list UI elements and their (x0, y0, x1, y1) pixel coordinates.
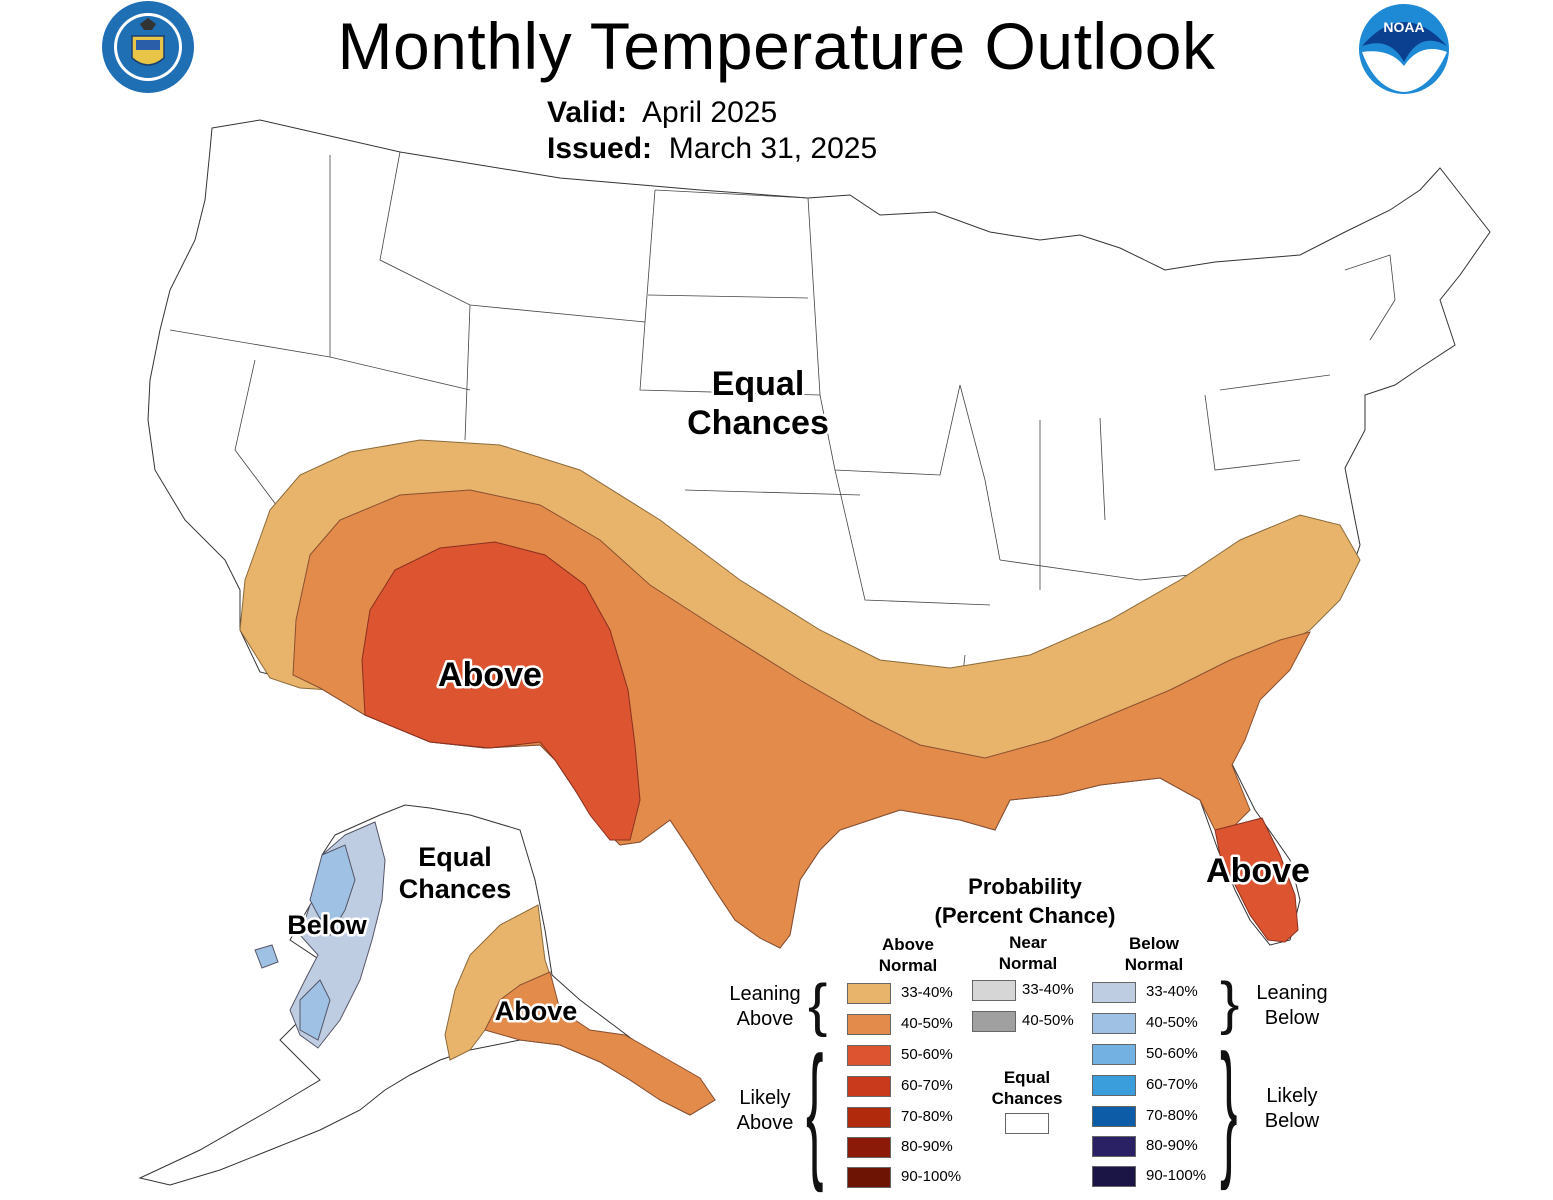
alaska-island (254, 944, 279, 969)
leaning-below-line1: Leaning (1256, 982, 1328, 1004)
legend-swatch-below-90-100 (1092, 1166, 1136, 1187)
alaska-chances-label: Chances (399, 874, 512, 904)
legend-swatch-equal-chances (1005, 1113, 1049, 1134)
alaska-below-40-50-region-2 (299, 979, 331, 1041)
department-of-commerce-seal-icon (102, 1, 194, 93)
above-header-line2: Normal (878, 956, 938, 975)
issued-label: Issued: (547, 132, 653, 165)
legend-swatch-above-70-80 (847, 1107, 891, 1128)
legend-label-above-50-60: 50-60% (901, 1046, 953, 1063)
legend-swatch-above-50-60 (847, 1045, 891, 1066)
legend-label-below-33-40: 33-40% (1146, 983, 1198, 1000)
legend-swatch-above-40-50 (847, 1014, 891, 1035)
above-50-60-southwest-region (361, 541, 641, 841)
legend-swatch-near-33-40 (972, 980, 1016, 1001)
alaska-below-40-50-region (309, 844, 356, 936)
leaning-above-line1: Leaning (729, 983, 801, 1005)
legend-label-near-40-50: 40-50% (1022, 1012, 1074, 1029)
near-header-line2: Normal (998, 954, 1058, 973)
legend-label-above-40-50: 40-50% (901, 1015, 953, 1032)
legend-swatch-above-33-40 (847, 983, 891, 1004)
alaska-equal-label: Equal (418, 842, 492, 872)
conus-chances-label: Chances (687, 404, 829, 442)
legend-swatch-below-70-80 (1092, 1106, 1136, 1127)
likely-above-line1: Likely (739, 1087, 791, 1109)
below-header-line2: Normal (1124, 955, 1184, 974)
legend-label-below-60-70: 60-70% (1146, 1076, 1198, 1093)
issued-value: March 31, 2025 (668, 132, 878, 165)
leaning-above-label: Leaning Above (720, 982, 810, 1032)
southwest-above-label: Above (438, 656, 542, 694)
below-header-line1: Below (1128, 934, 1180, 953)
leaning-below-brace: } (1220, 971, 1240, 1036)
valid-label: Valid: (547, 96, 628, 129)
legend-swatch-below-50-60 (1092, 1044, 1136, 1065)
likely-below-brace: } (1220, 1023, 1238, 1191)
equal-line1: Equal (1003, 1068, 1051, 1087)
legend-swatch-above-60-70 (847, 1076, 891, 1097)
legend-swatch-below-80-90 (1092, 1136, 1136, 1157)
legend-swatch-below-40-50 (1092, 1013, 1136, 1034)
above-50-60-florida-region (1214, 817, 1299, 943)
legend-below-header: Below Normal (1104, 933, 1204, 975)
noaa-logo-text: NOAA (1383, 19, 1424, 35)
leaning-above-line2: Above (736, 1008, 794, 1030)
legend-label-above-60-70: 60-70% (901, 1077, 953, 1094)
legend-equal-chances-label: Equal Chances (977, 1067, 1077, 1109)
conus-equal-label: Equal (712, 365, 805, 403)
legend-label-below-70-80: 70-80% (1146, 1107, 1198, 1124)
near-header-line1: Near (1009, 933, 1047, 952)
legend-near-header: Near Normal (978, 932, 1078, 974)
page-title: Monthly Temperature Outlook (337, 9, 1216, 83)
legend-swatch-below-60-70 (1092, 1075, 1136, 1096)
leaning-below-line2: Below (1264, 1007, 1320, 1029)
likely-below-line2: Below (1264, 1110, 1320, 1132)
valid-value: April 2025 (642, 96, 778, 129)
legend-label-above-33-40: 33-40% (901, 984, 953, 1001)
likely-above-brace: { (806, 1025, 824, 1193)
legend-title-line2: (Percent Chance) (934, 903, 1116, 928)
leaning-above-brace: { (808, 973, 828, 1038)
legend-label-above-80-90: 80-90% (901, 1138, 953, 1155)
legend: Probability (Percent Chance) Above Norma… (700, 870, 1360, 1200)
legend-above-header: Above Normal (858, 934, 958, 976)
legend-label-above-70-80: 70-80% (901, 1108, 953, 1125)
legend-title-line1: Probability (968, 874, 1082, 899)
legend-label-below-90-100: 90-100% (1146, 1167, 1207, 1184)
florida-above-label: Above (1206, 852, 1310, 890)
legend-swatch-below-33-40 (1092, 982, 1136, 1003)
legend-label-above-90-100: 90-100% (901, 1168, 962, 1185)
legend-title: Probability (Percent Chance) (915, 872, 1135, 930)
legend-label-near-33-40: 33-40% (1022, 981, 1074, 998)
likely-above-line2: Above (736, 1112, 794, 1134)
legend-label-below-50-60: 50-60% (1146, 1045, 1198, 1062)
legend-swatch-above-80-90 (847, 1137, 891, 1158)
alaska-above-40-50-region (484, 971, 716, 1116)
likely-above-label: Likely Above (720, 1086, 810, 1136)
alaska-below-label: Below (287, 910, 368, 940)
valid-line: Valid: April 2025 (547, 96, 777, 130)
legend-swatch-near-40-50 (972, 1011, 1016, 1032)
alaska-above-label: Above (495, 996, 578, 1026)
likely-below-label: Likely Below (1247, 1084, 1337, 1134)
issued-line: Issued: March 31, 2025 (547, 132, 877, 166)
likely-below-line1: Likely (1266, 1085, 1318, 1107)
legend-label-below-40-50: 40-50% (1146, 1014, 1198, 1031)
legend-label-below-80-90: 80-90% (1146, 1137, 1198, 1154)
equal-line2: Chances (991, 1089, 1063, 1108)
leaning-below-label: Leaning Below (1247, 981, 1337, 1031)
legend-swatch-above-90-100 (847, 1167, 891, 1188)
above-header-line1: Above (882, 935, 934, 954)
noaa-logo-icon: NOAA (1359, 4, 1449, 94)
